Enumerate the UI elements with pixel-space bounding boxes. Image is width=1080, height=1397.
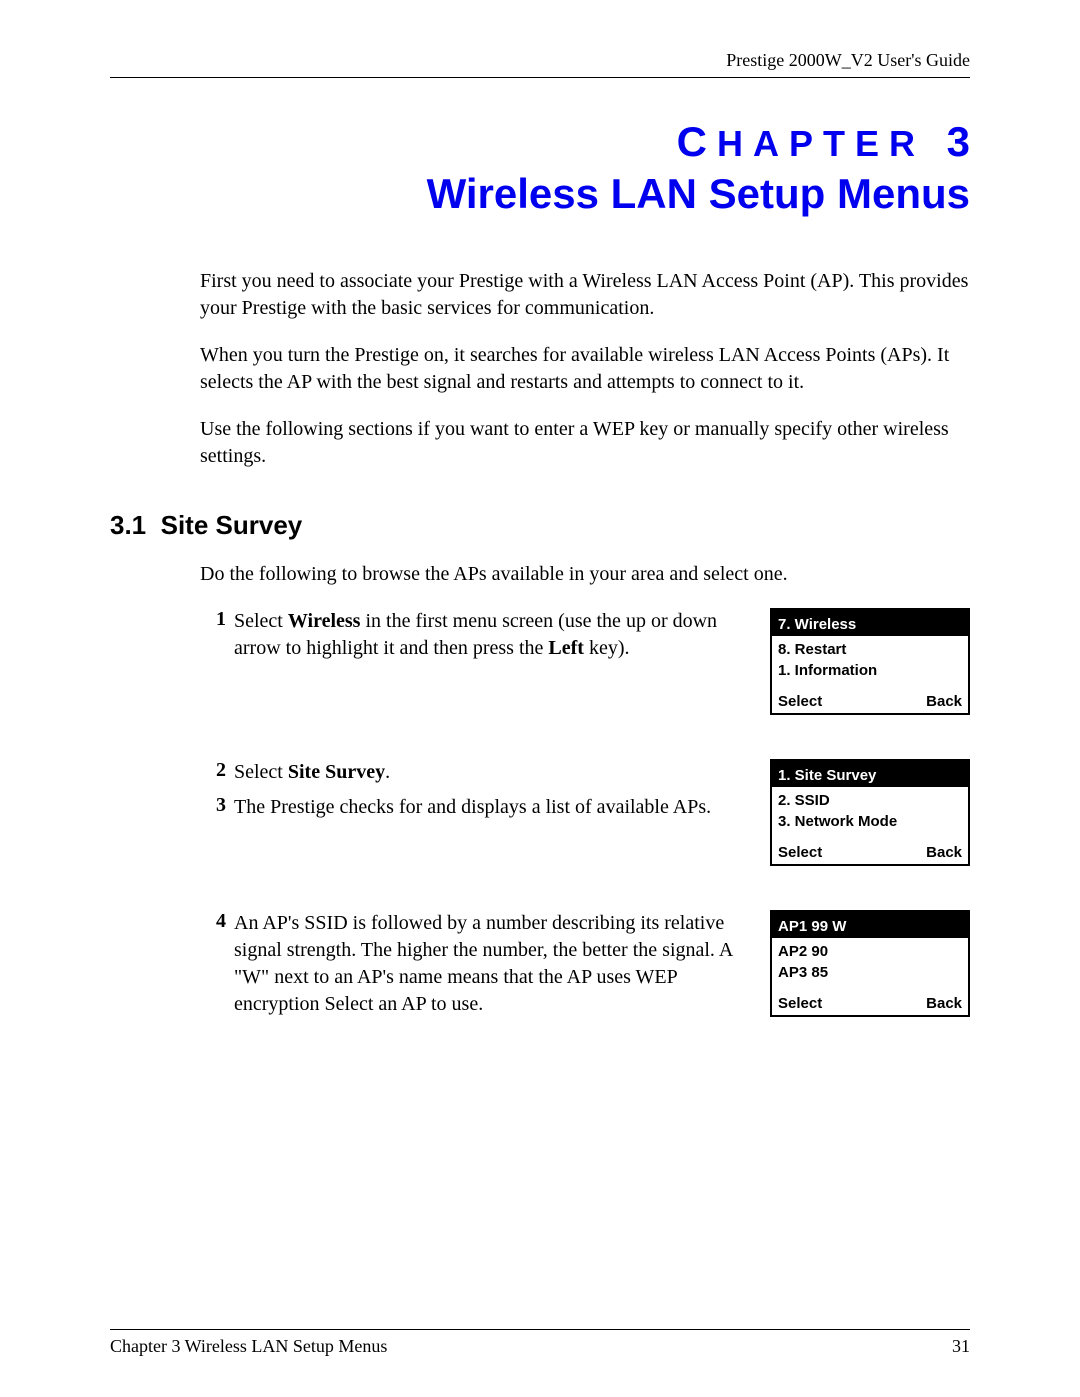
menu-select-label: Select [778,693,822,710]
header-bar: Prestige 2000W_V2 User's Guide [110,50,970,78]
step-number: 1 [200,608,226,631]
footer-bar: Chapter 3 Wireless LAN Setup Menus 31 [110,1329,970,1357]
section-heading: 3.1 Site Survey [110,510,970,541]
menu-selected-item: AP1 99 W [772,915,968,938]
menu-selected-item: 7. Wireless [772,613,968,636]
page: Prestige 2000W_V2 User's Guide CHAPTER 3… [0,0,1080,1397]
intro-p3: Use the following sections if you want t… [200,416,970,470]
chapter-label-c: C [677,118,717,165]
section-title: Site Survey [161,510,303,540]
menu-ap-list: AP1 99 W AP2 90 AP3 85 Select Back [770,910,970,1017]
step-text: The Prestige checks for and displays a l… [234,794,754,821]
step-block-1: 1 Select Wireless in the first menu scre… [200,608,970,719]
menu-selected-item: 1. Site Survey [772,764,968,787]
menu-item: AP3 85 [778,962,962,983]
menu-site-survey: 1. Site Survey 2. SSID 3. Network Mode S… [770,759,970,866]
chapter-label-rest: HAPTER [717,123,925,164]
step-number: 3 [200,794,226,817]
chapter-number: 3 [947,118,970,165]
step-row: 4 An AP's SSID is followed by a number d… [200,910,754,1018]
chapter-label: CHAPTER 3 [110,118,970,166]
menu-select-label: Select [778,844,822,861]
step-row: 2 Select Site Survey. [200,759,754,786]
menu-back-label: Back [926,693,962,710]
section-number: 3.1 [110,510,146,540]
step-row: 1 Select Wireless in the first menu scre… [200,608,754,662]
menu-back-label: Back [926,844,962,861]
step-text: Select Site Survey. [234,759,754,786]
menu-item: AP2 90 [778,941,962,962]
intro-p2: When you turn the Prestige on, it search… [200,342,970,396]
menu-item: 3. Network Mode [778,811,962,832]
chapter-title: Wireless LAN Setup Menus [110,170,970,218]
step-block-2: 2 Select Site Survey. 3 The Prestige che… [200,759,970,870]
step-number: 4 [200,910,226,933]
menu-item: 2. SSID [778,790,962,811]
step-text: Select Wireless in the first menu screen… [234,608,754,662]
step-block-3: 4 An AP's SSID is followed by a number d… [200,910,970,1026]
step-row: 3 The Prestige checks for and displays a… [200,794,754,821]
intro-p1: First you need to associate your Prestig… [200,268,970,322]
footer-left: Chapter 3 Wireless LAN Setup Menus [110,1336,387,1357]
steps-list: 1 Select Wireless in the first menu scre… [200,608,970,1026]
menu-item: 8. Restart [778,639,962,660]
menu-wireless: 7. Wireless 8. Restart 1. Information Se… [770,608,970,715]
step-number: 2 [200,759,226,782]
step-text: An AP's SSID is followed by a number des… [234,910,754,1018]
section-lead: Do the following to browse the APs avail… [200,561,970,588]
menu-back-label: Back [926,995,962,1012]
page-number: 31 [952,1336,970,1357]
guide-title: Prestige 2000W_V2 User's Guide [726,50,970,70]
menu-select-label: Select [778,995,822,1012]
menu-item: 1. Information [778,660,962,681]
